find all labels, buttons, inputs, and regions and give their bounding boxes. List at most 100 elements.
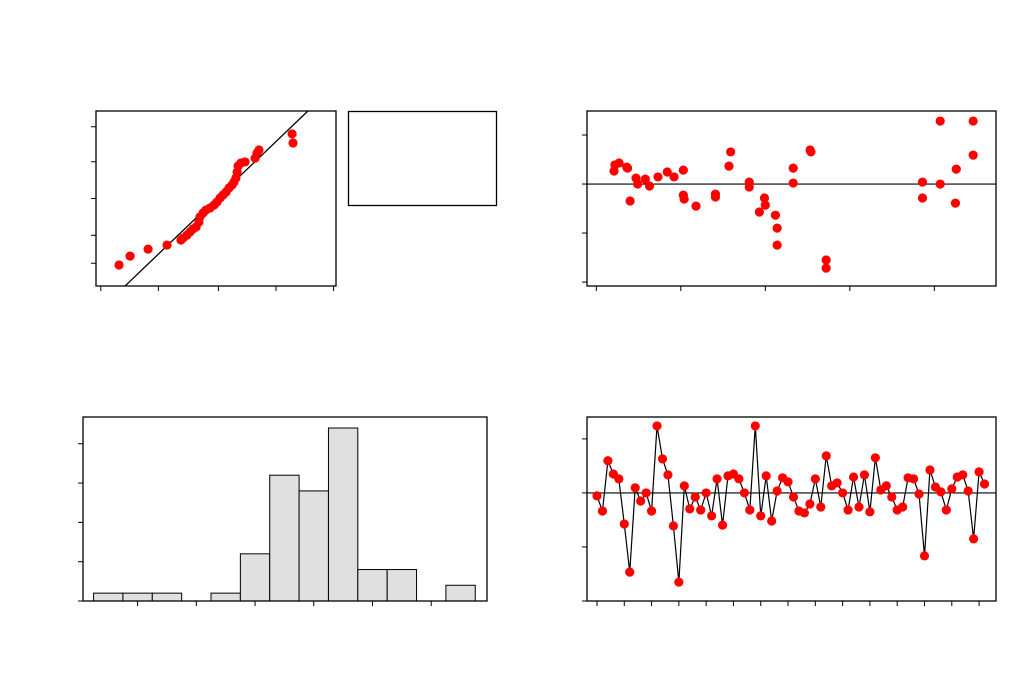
plot-area — [95, 110, 337, 287]
point — [810, 474, 820, 484]
point — [125, 251, 135, 261]
point — [919, 551, 930, 561]
bar — [357, 569, 388, 602]
point — [968, 116, 978, 126]
point — [162, 240, 172, 250]
point — [619, 519, 629, 529]
point — [870, 453, 880, 463]
point — [917, 177, 928, 187]
point — [633, 179, 643, 189]
point — [760, 200, 770, 210]
point — [674, 577, 684, 587]
point — [636, 496, 646, 506]
point — [663, 470, 673, 480]
plot-area — [82, 416, 488, 602]
bar — [93, 592, 124, 602]
point — [614, 474, 624, 484]
point — [707, 511, 717, 521]
point — [772, 486, 782, 496]
point — [914, 489, 924, 499]
point — [908, 474, 919, 484]
point — [821, 263, 831, 273]
point — [759, 193, 770, 203]
point — [816, 502, 826, 512]
point — [772, 223, 782, 233]
point — [968, 150, 978, 160]
bar — [445, 584, 476, 602]
point — [925, 465, 935, 475]
plot-area — [586, 110, 997, 287]
point — [610, 160, 620, 170]
point — [726, 147, 736, 157]
point — [712, 474, 722, 484]
bar — [151, 592, 183, 602]
point — [640, 174, 650, 184]
point — [679, 194, 689, 204]
series-line — [596, 425, 986, 583]
point — [662, 167, 672, 177]
point — [788, 163, 798, 173]
point — [744, 182, 754, 192]
point — [143, 244, 153, 254]
point — [734, 474, 744, 484]
point — [669, 172, 679, 182]
point — [761, 471, 771, 481]
point — [772, 240, 782, 250]
point — [854, 502, 864, 512]
point — [821, 255, 831, 265]
point — [592, 491, 602, 501]
point — [799, 508, 810, 518]
point — [979, 479, 990, 489]
point — [717, 520, 728, 530]
point — [652, 421, 662, 431]
point — [754, 207, 764, 217]
point — [917, 193, 928, 203]
bar — [269, 474, 300, 602]
plot-area — [586, 416, 997, 602]
point — [644, 181, 655, 191]
point — [935, 116, 945, 126]
point — [254, 145, 264, 155]
point — [603, 456, 613, 466]
point — [679, 481, 689, 491]
point — [947, 484, 957, 494]
point — [950, 198, 961, 208]
point — [935, 179, 945, 189]
point — [832, 478, 842, 488]
point — [668, 521, 679, 531]
point — [745, 505, 755, 515]
point — [622, 163, 633, 173]
point — [724, 161, 734, 171]
point — [821, 451, 831, 461]
point — [963, 486, 973, 496]
point — [865, 507, 875, 517]
point — [958, 470, 968, 480]
point — [114, 260, 124, 270]
bar — [239, 553, 271, 602]
point — [805, 499, 815, 509]
point — [690, 492, 700, 502]
point — [288, 138, 298, 148]
point — [685, 504, 695, 514]
point — [898, 502, 908, 512]
point — [646, 506, 657, 516]
point — [806, 147, 816, 157]
point — [969, 534, 979, 544]
point — [838, 488, 848, 498]
point — [881, 481, 891, 491]
point — [597, 506, 608, 516]
point — [287, 129, 297, 139]
point — [630, 483, 640, 493]
point — [770, 210, 781, 220]
point — [691, 201, 701, 211]
point — [887, 492, 897, 502]
point — [696, 505, 706, 515]
point — [625, 567, 635, 577]
point — [653, 172, 663, 182]
bar — [122, 592, 153, 602]
point — [625, 196, 635, 206]
point — [701, 488, 711, 498]
